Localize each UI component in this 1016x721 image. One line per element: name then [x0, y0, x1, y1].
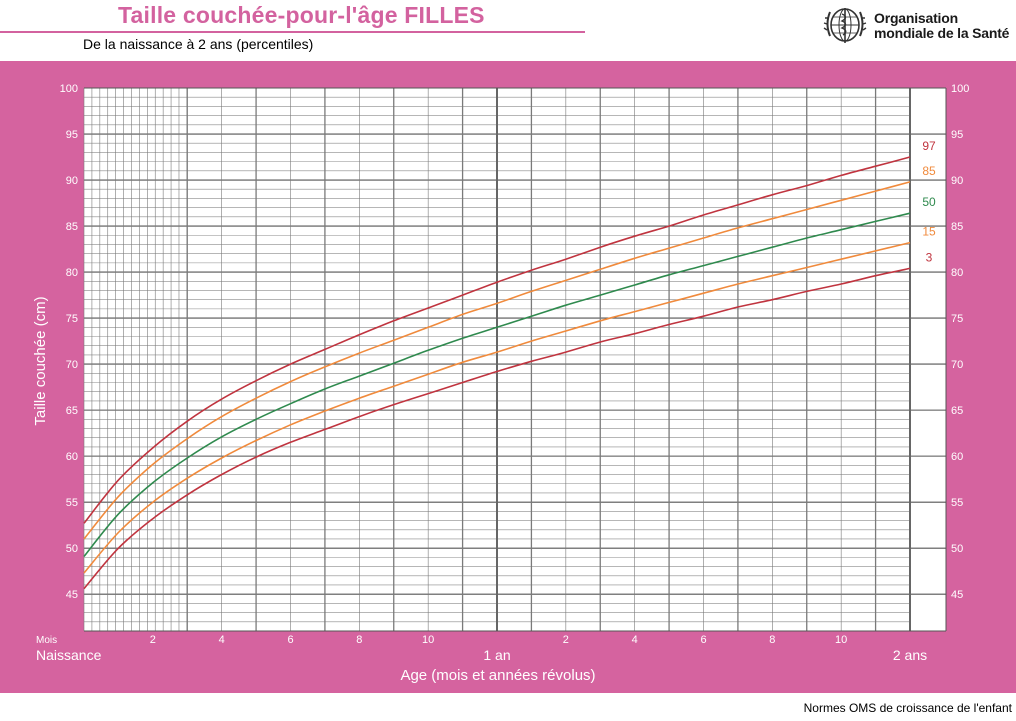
y-tick-label-right: 60	[951, 451, 963, 463]
curve-p97	[83, 156, 911, 524]
org-name-line2: mondiale de la Santé	[874, 25, 1010, 41]
who-emblem-icon	[823, 8, 867, 43]
y-tick-label-right: 50	[951, 543, 963, 555]
x-month-tick-label: 2	[150, 634, 156, 646]
curve-label-p97: 97	[922, 139, 936, 153]
x-month-tick-label: 4	[632, 634, 638, 646]
x-month-tick-label: 10	[422, 634, 434, 646]
y-axis-label: Taille couchée (cm)	[32, 296, 49, 425]
curve-p3	[83, 267, 911, 590]
y-tick-label-right: 65	[951, 405, 963, 417]
x-month-tick-label: 2	[563, 634, 569, 646]
x-year-tick-label: 1 an	[483, 647, 510, 663]
x-month-unit-label: Mois	[36, 635, 57, 646]
y-tick-label-left: 90	[66, 175, 78, 187]
y-tick-label-left: 55	[66, 497, 78, 509]
y-tick-label-right: 90	[951, 175, 963, 187]
curve-label-p85: 85	[922, 164, 936, 178]
chart-title: Taille couchée-pour-l'âge FILLES	[118, 2, 485, 28]
plot-area	[84, 88, 946, 631]
y-tick-label-left: 100	[60, 83, 78, 95]
x-month-tick-label: 4	[219, 634, 225, 646]
y-tick-label-right: 100	[951, 83, 969, 95]
curve-label-p50: 50	[922, 195, 936, 209]
y-tick-label-left: 85	[66, 221, 78, 233]
x-axis-label: Age (mois et années révolus)	[400, 667, 595, 684]
x-year-tick-label: 2 ans	[893, 647, 927, 663]
title-underline	[0, 31, 585, 33]
curve-p50	[83, 212, 911, 558]
y-tick-label-left: 50	[66, 543, 78, 555]
curve-p85	[83, 181, 911, 540]
x-year-tick-label: Naissance	[36, 647, 102, 663]
y-tick-label-right: 70	[951, 359, 963, 371]
x-month-tick-label: 8	[356, 634, 362, 646]
x-month-tick-label: 8	[769, 634, 775, 646]
org-name-line1: Organisation	[874, 10, 958, 26]
footer-credit: Normes OMS de croissance de l'enfant	[803, 701, 1012, 715]
curve-label-p3: 3	[926, 250, 933, 264]
y-tick-label-left: 75	[66, 313, 78, 325]
chart-subtitle: De la naissance à 2 ans (percentiles)	[83, 36, 314, 52]
y-tick-label-right: 85	[951, 221, 963, 233]
x-month-tick-label: 6	[700, 634, 706, 646]
y-tick-label-left: 95	[66, 129, 78, 141]
curve-p15	[83, 241, 911, 574]
curve-label-p15: 15	[922, 225, 936, 239]
y-tick-label-left: 65	[66, 405, 78, 417]
y-tick-label-right: 80	[951, 267, 963, 279]
y-tick-label-left: 80	[66, 267, 78, 279]
y-tick-label-right: 95	[951, 129, 963, 141]
y-tick-label-right: 75	[951, 313, 963, 325]
y-tick-label-left: 45	[66, 589, 78, 601]
y-tick-label-right: 45	[951, 589, 963, 601]
x-month-tick-label: 6	[287, 634, 293, 646]
y-tick-label-right: 55	[951, 497, 963, 509]
who-logo: Organisation mondiale de la Santé	[822, 4, 1012, 46]
y-tick-label-left: 70	[66, 359, 78, 371]
y-tick-label-left: 60	[66, 451, 78, 463]
x-month-tick-label: 10	[835, 634, 847, 646]
